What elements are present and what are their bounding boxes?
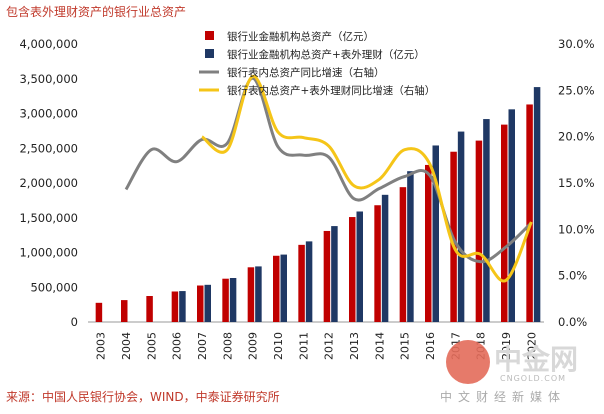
- x-tick-label: 2008: [221, 332, 234, 360]
- y-left-tick-label: 3,000,000: [19, 107, 78, 121]
- bar-total-assets: [171, 291, 179, 322]
- x-tick-label: 2016: [424, 332, 437, 360]
- y-right-tick-label: 30.0%: [558, 37, 595, 51]
- y-left-tick-label: 1,500,000: [19, 211, 78, 225]
- y-left-tick-label: 500,000: [30, 280, 78, 294]
- bar-total-assets: [197, 285, 204, 322]
- x-tick-label: 2011: [297, 332, 310, 360]
- bar-total-plus-wmp: [407, 171, 414, 322]
- bar-total-plus-wmp: [457, 131, 465, 322]
- chart-title: 包含表外理财资产的银行业总资产: [6, 5, 187, 19]
- legend-label: 银行表内总资产同比增速（右轴）: [227, 66, 385, 79]
- legend-label: 银行业金融机构总资产+表外理财（亿元）: [227, 48, 425, 61]
- bar-total-plus-wmp: [331, 226, 338, 322]
- x-tick-label: 2013: [348, 332, 361, 360]
- x-tick-label: 2015: [399, 332, 412, 360]
- y-right-tick-label: 15.0%: [558, 176, 595, 190]
- bar-total-plus-wmp: [483, 119, 490, 322]
- bar-total-assets: [501, 124, 508, 323]
- legend-label: 银行表内总资产+表外理财同比增速（右轴）: [227, 84, 435, 97]
- y-left-tick-label: 2,000,000: [19, 176, 78, 190]
- bar-total-plus-wmp: [305, 241, 313, 322]
- x-tick-label: 2004: [120, 332, 133, 360]
- bar-total-assets: [247, 267, 255, 322]
- x-tick-label: 2020: [525, 332, 538, 360]
- watermark: 中金网 CNGOLD.COM 中文财经新媒体: [440, 338, 604, 414]
- bar-total-assets: [399, 187, 407, 322]
- chart-svg: 0 500,000 1,000,000 1,500,000 2,000,000 2,500…: [19, 30, 594, 360]
- bar-total-plus-wmp: [381, 194, 389, 322]
- watermark-name: 中金网: [494, 343, 579, 376]
- bar-total-plus-wmp: [508, 109, 515, 322]
- x-tick-label: 2019: [500, 332, 513, 360]
- y-right-tick-label: 10.0%: [558, 222, 595, 236]
- x-tick-label: 2003: [95, 332, 108, 360]
- y-left-tick-label: 4,000,000: [19, 37, 78, 51]
- bar-total-assets: [146, 296, 153, 322]
- bar-total-plus-wmp: [432, 145, 439, 322]
- legend-swatch-bar: [205, 49, 214, 58]
- bar-total-assets: [323, 230, 331, 322]
- y-left-tick-label: 1,000,000: [19, 246, 78, 260]
- line-growth-total: [124, 76, 533, 264]
- x-tick-label: 2012: [323, 332, 336, 360]
- legend-swatch-bar: [205, 31, 214, 40]
- axes: 0 500,000 1,000,000 1,500,000 2,000,000 2,500…: [19, 37, 594, 360]
- line-growth-plus-wmp: [201, 74, 533, 283]
- y-left-tick-label: 2,500,000: [19, 141, 78, 155]
- bar-total-plus-wmp: [280, 254, 287, 322]
- source-note: 来源：中国人民银行协会，WIND，中泰证券研究所: [6, 390, 280, 404]
- x-tick-label: 2014: [373, 332, 386, 360]
- watermark-logo-icon: [446, 340, 490, 384]
- y-left-tick-label: 0: [71, 315, 78, 329]
- bar-total-assets: [121, 300, 128, 322]
- bar-total-plus-wmp: [533, 87, 541, 322]
- y-left-tick-label: 3,500,000: [19, 72, 78, 86]
- y-right-tick-label: 20.0%: [558, 130, 595, 144]
- legend-label: 银行业金融机构总资产（亿元）: [227, 30, 374, 43]
- x-tick-label: 2009: [247, 332, 260, 360]
- y-right-tick-label: 25.0%: [558, 83, 595, 97]
- bar-total-assets: [526, 104, 533, 322]
- y-right-tick-label: 0.0%: [558, 315, 587, 329]
- bar-total-plus-wmp: [229, 278, 237, 322]
- bar-total-assets: [349, 217, 356, 322]
- bar-total-plus-wmp: [204, 284, 211, 322]
- watermark-subtitle: 中文财经新媒体: [440, 390, 567, 404]
- lines: [124, 74, 533, 283]
- bars: [95, 87, 541, 323]
- bar-total-assets: [95, 302, 103, 322]
- x-tick-label: 2007: [196, 332, 209, 360]
- bar-total-plus-wmp: [179, 291, 186, 322]
- bar-total-assets: [425, 164, 432, 322]
- bar-total-assets: [374, 205, 381, 322]
- bar-total-assets: [298, 244, 305, 322]
- bar-total-assets: [222, 278, 229, 322]
- watermark-domain: CNGOLD.COM: [500, 374, 567, 383]
- bar-total-assets: [273, 255, 280, 322]
- x-tick-label: 2006: [171, 332, 184, 360]
- x-tick-label: 2010: [272, 332, 285, 360]
- legend: 银行业金融机构总资产（亿元） 银行业金融机构总资产+表外理财（亿元） 银行表内总资产…: [199, 30, 435, 97]
- bar-total-assets: [475, 140, 483, 322]
- x-tick-label: 2005: [145, 332, 158, 360]
- bar-total-plus-wmp: [356, 211, 363, 322]
- bar-total-plus-wmp: [255, 266, 262, 322]
- y-right-tick-label: 5.0%: [558, 269, 587, 283]
